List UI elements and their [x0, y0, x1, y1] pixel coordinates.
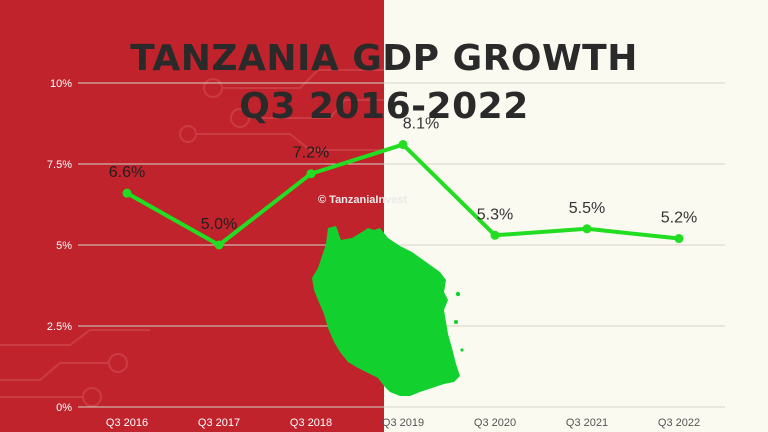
data-point: [214, 240, 224, 250]
x-tick-label: Q3 2016: [106, 417, 148, 429]
y-tick-label: 0%: [56, 402, 72, 414]
data-point: [398, 140, 408, 150]
data-label: 6.6%: [109, 164, 145, 181]
data-point: [122, 188, 132, 198]
chart-title-line1: TANZANIA GDP GROWTH: [130, 38, 638, 79]
x-tick-label: Q3 2022: [658, 417, 700, 429]
y-axis-tick-labels: 0% 2.5% 5% 7.5% 10%: [47, 78, 72, 414]
y-tick-label: 5%: [56, 240, 72, 252]
data-label: 8.1%: [403, 116, 439, 133]
x-tick-label: Q3 2019: [382, 417, 424, 429]
data-label: 5.3%: [477, 206, 513, 223]
x-tick-label: Q3 2018: [290, 417, 332, 429]
data-label: 7.2%: [293, 145, 329, 162]
y-tick-label: 7.5%: [47, 159, 72, 171]
x-tick-label: Q3 2020: [474, 417, 516, 429]
y-tick-label: 2.5%: [47, 321, 72, 333]
data-point: [582, 224, 592, 234]
watermark: © TanzaniaInvest: [318, 194, 408, 206]
tanzania-map: [312, 226, 464, 396]
data-label: 5.2%: [661, 210, 697, 227]
data-point: [674, 234, 684, 244]
x-tick-label: Q3 2021: [566, 417, 608, 429]
data-point: [306, 169, 316, 179]
chart-title-line2: Q3 2016-2022: [239, 86, 529, 127]
x-axis-tick-labels: Q3 2016 Q3 2017 Q3 2018 Q3 2019 Q3 2020 Q3 20…: [106, 417, 700, 429]
data-points: [122, 140, 684, 250]
background-left-panel: [0, 0, 384, 432]
circuit-decoration: [0, 69, 384, 407]
data-label: 5.5%: [569, 200, 605, 217]
data-labels: 6.6% 5.0% 7.2% 8.1% 5.3% 5.5% 5.2%: [109, 116, 697, 233]
data-point: [490, 230, 500, 240]
y-tick-label: 10%: [50, 78, 72, 90]
x-tick-label: Q3 2017: [198, 417, 240, 429]
data-label: 5.0%: [201, 216, 237, 233]
